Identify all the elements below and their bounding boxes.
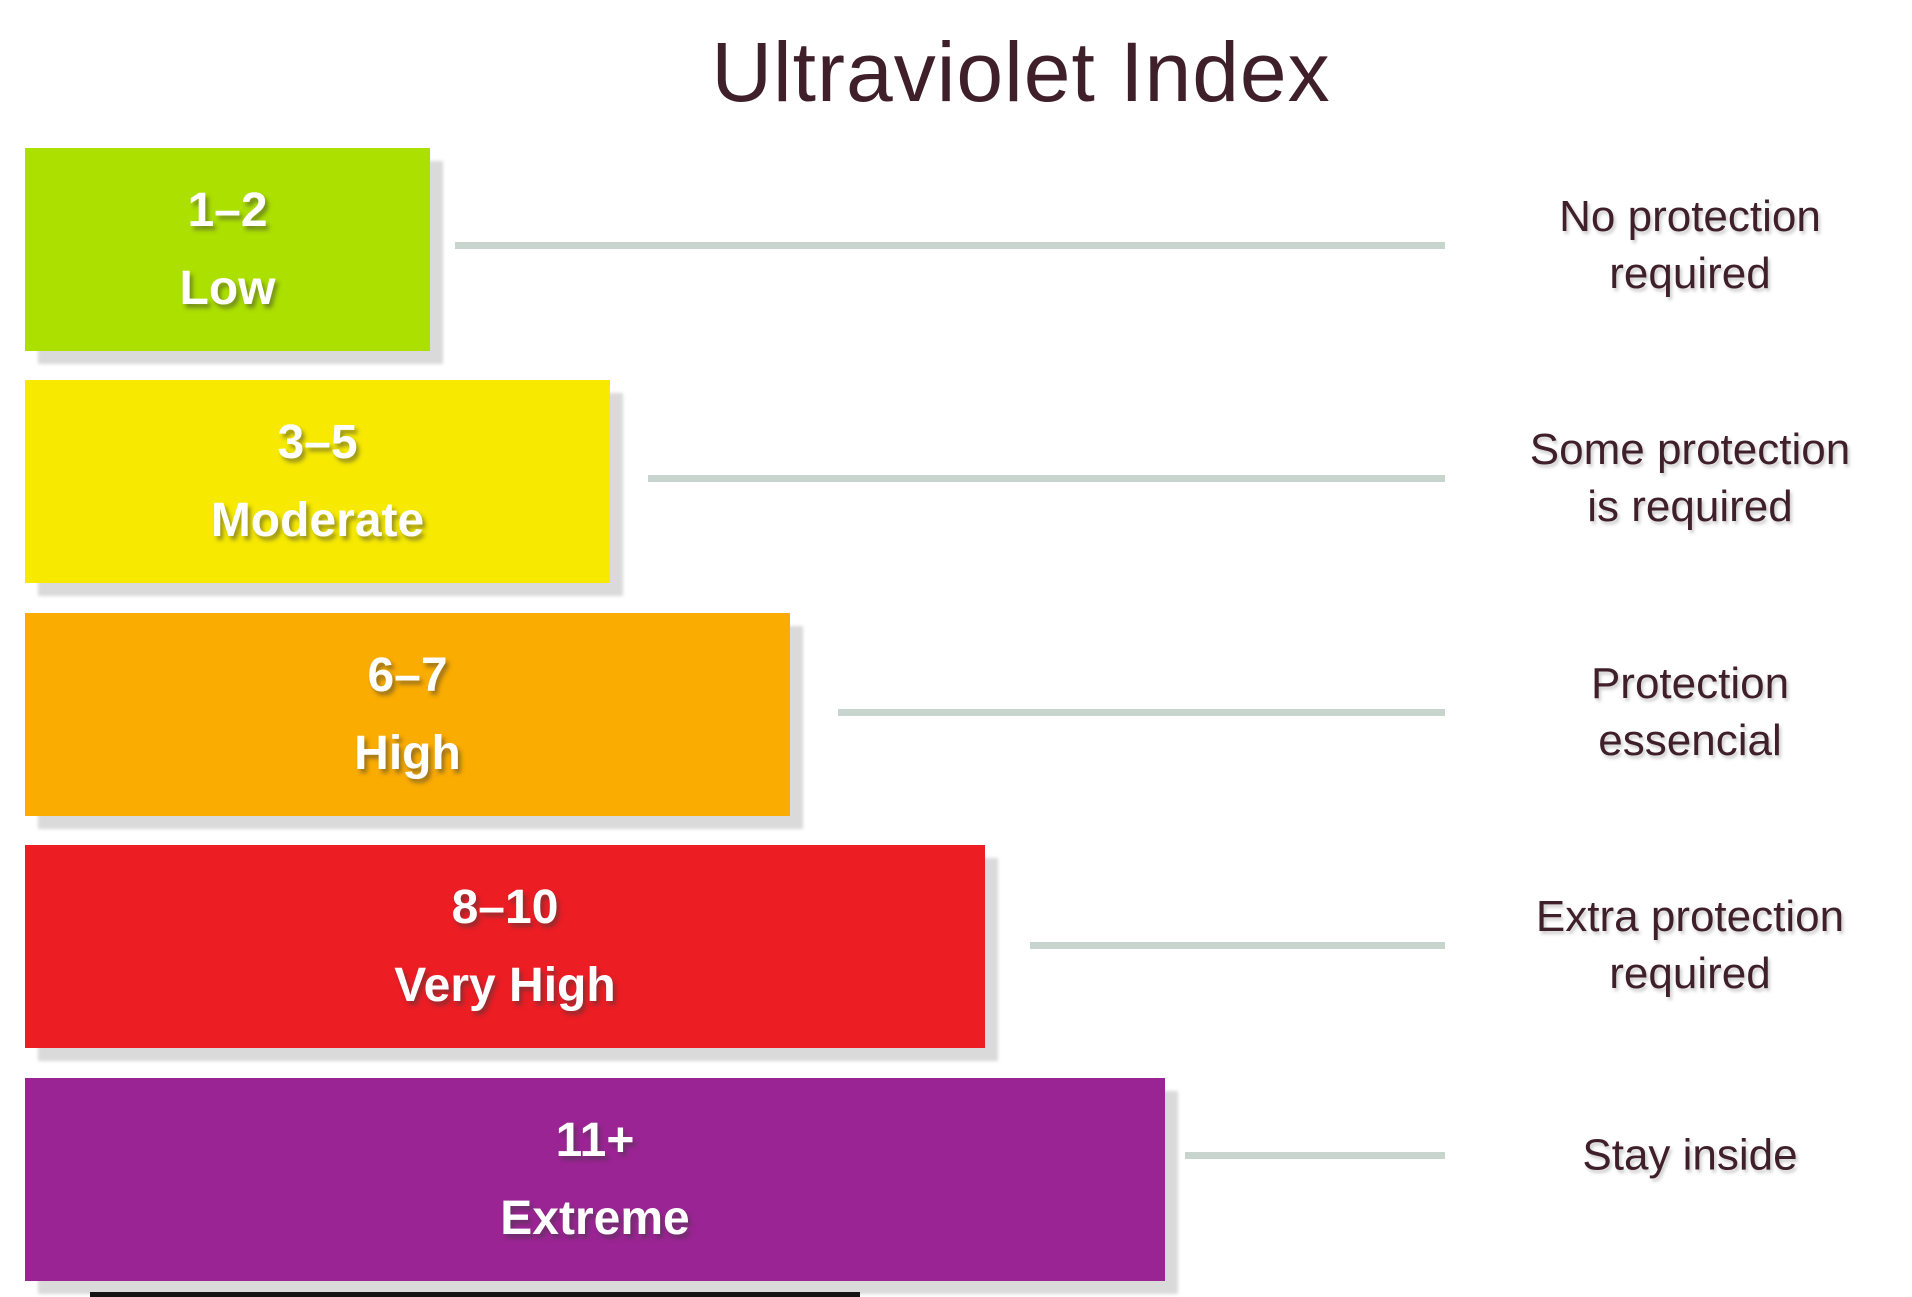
uv-range-low: 1–2 bbox=[187, 183, 268, 237]
uv-level-extreme: Extreme bbox=[500, 1191, 690, 1245]
uv-description-low: No protection required bbox=[1559, 191, 1821, 298]
connector-line-high bbox=[838, 709, 1445, 716]
uv-description-high: Protection essencial bbox=[1590, 658, 1790, 765]
uv-description-extreme: Stay inside bbox=[1582, 1130, 1798, 1180]
uv-range-moderate: 3–5 bbox=[277, 415, 358, 469]
uv-level-moderate: Moderate bbox=[210, 493, 425, 547]
uv-bar-low: 1–2 Low bbox=[25, 148, 430, 351]
uv-bar-moderate: 3–5 Moderate bbox=[25, 380, 610, 583]
uv-level-low: Low bbox=[179, 261, 276, 315]
uv-bar-very-high: 8–10 Very High bbox=[25, 845, 985, 1048]
bottom-edge-line bbox=[90, 1292, 860, 1297]
page-title: Ultraviolet Index bbox=[711, 25, 1331, 119]
connector-line-moderate bbox=[648, 475, 1445, 482]
uv-level-high: High bbox=[354, 726, 461, 780]
uv-level-very-high: Very High bbox=[394, 958, 616, 1012]
uv-range-extreme: 11+ bbox=[555, 1113, 635, 1167]
uv-range-very-high: 8–10 bbox=[451, 880, 559, 934]
connector-line-very-high bbox=[1030, 942, 1445, 949]
connector-line-low bbox=[455, 242, 1445, 249]
uv-bar-high: 6–7 High bbox=[25, 613, 790, 816]
uv-description-very-high: Extra protection required bbox=[1535, 891, 1845, 998]
uv-range-high: 6–7 bbox=[367, 648, 448, 702]
uv-description-moderate: Some protection is required bbox=[1529, 424, 1851, 531]
connector-line-extreme bbox=[1185, 1152, 1445, 1159]
uv-bar-extreme: 11+ Extreme bbox=[25, 1078, 1165, 1281]
